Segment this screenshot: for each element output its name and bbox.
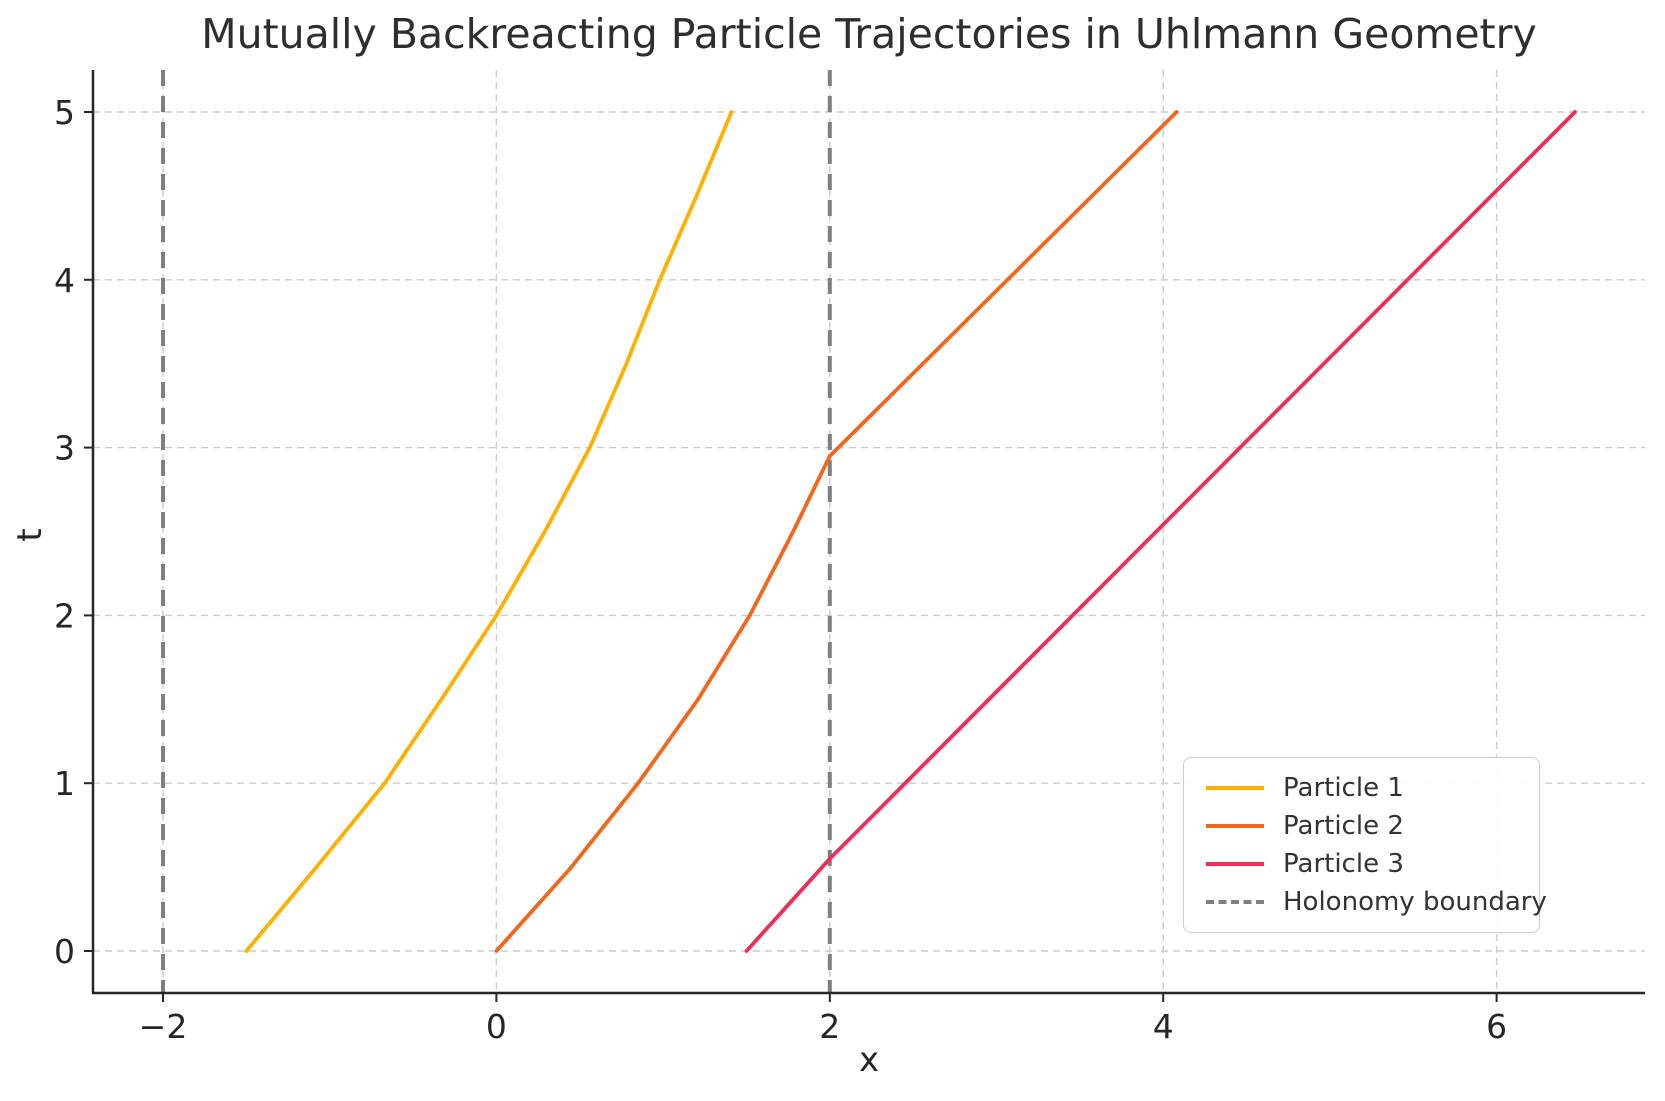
trajectory-particle-2 <box>494 110 1179 953</box>
x-tick-label: −2 <box>139 1007 188 1046</box>
chart-title: Mutually Backreacting Particle Trajector… <box>201 10 1537 58</box>
y-tick-label: 5 <box>54 93 75 132</box>
particle-1-line-swatch <box>1206 786 1264 790</box>
y-tick-label: 1 <box>54 764 75 803</box>
legend-item-particle-3: Particle 3 <box>1206 845 1523 883</box>
y-axis-label: t <box>10 528 50 542</box>
legend-item-particle-2: Particle 2 <box>1206 807 1523 845</box>
y-tick-label: 0 <box>54 932 75 971</box>
legend-label: Particle 1 <box>1283 773 1404 803</box>
x-tick-label: 6 <box>1486 1007 1507 1046</box>
y-tick-label: 3 <box>54 429 75 468</box>
x-tick-label: 4 <box>1153 1007 1174 1046</box>
trajectory-particle-1 <box>244 110 734 953</box>
legend-item-holonomy-boundary: Holonomy boundary <box>1206 883 1547 921</box>
legend-item-particle-1: Particle 1 <box>1206 769 1523 807</box>
x-tick-label: 2 <box>819 1007 840 1046</box>
y-tick-label: 2 <box>54 596 75 635</box>
x-tick-label: 0 <box>486 1007 507 1046</box>
particle-3-line-swatch <box>1206 862 1264 866</box>
particle-2-line-swatch <box>1206 824 1264 828</box>
legend-label: Particle 2 <box>1283 811 1404 841</box>
holonomy-boundary-dash-swatch <box>1206 900 1264 904</box>
legend: Particle 1 Particle 2 Particle 3 Holonom… <box>1183 757 1547 933</box>
legend-label: Holonomy boundary <box>1283 887 1547 917</box>
legend-label: Particle 3 <box>1283 849 1404 879</box>
x-axis-label: x <box>858 1040 880 1080</box>
trajectory-particle-3 <box>744 110 1577 953</box>
y-tick-label: 4 <box>54 261 75 300</box>
